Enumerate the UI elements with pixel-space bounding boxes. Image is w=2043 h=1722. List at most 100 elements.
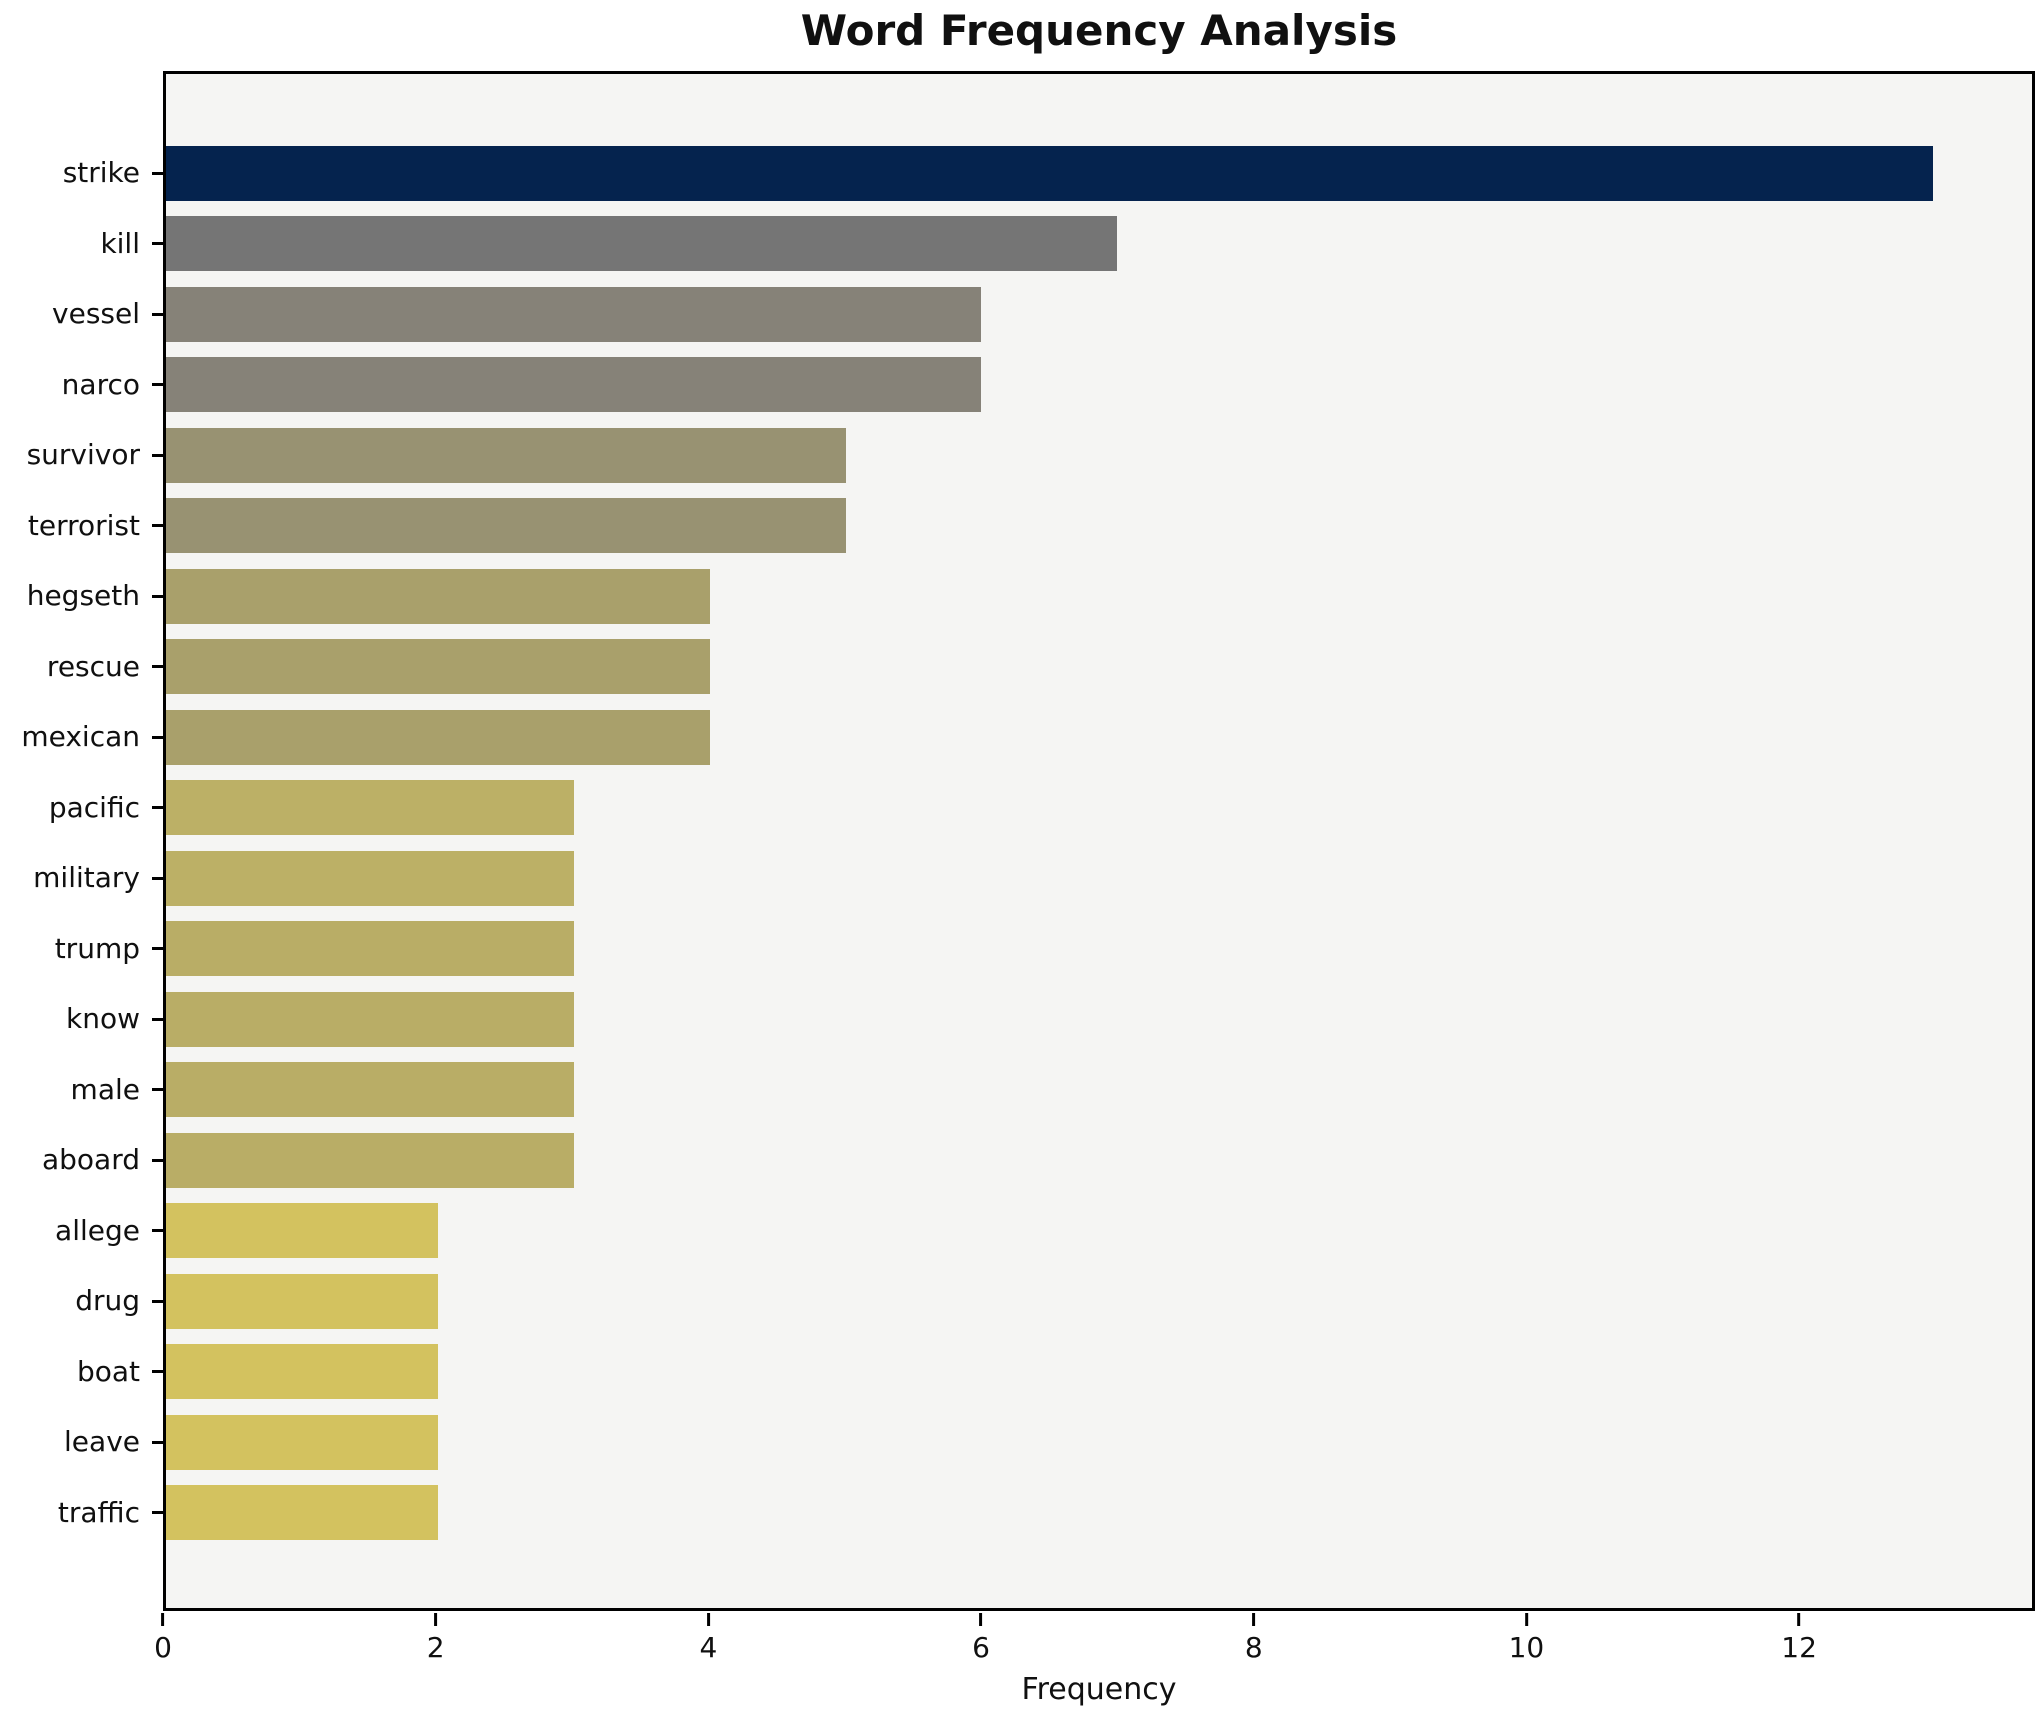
bar-kill <box>166 216 1118 272</box>
y-tick-mark <box>152 383 163 387</box>
bar-row: pacific <box>49 773 2032 844</box>
bar-survivor <box>166 427 846 483</box>
y-tick-label: allege <box>55 1213 140 1247</box>
x-axis-label: Frequency <box>1021 1672 1177 1707</box>
x-tick-label: 12 <box>1781 1631 1817 1664</box>
bar-pacific <box>166 780 574 836</box>
bar-row: leave <box>64 1407 2032 1478</box>
x-tick-label: 4 <box>699 1631 718 1664</box>
y-tick-mark <box>152 947 163 951</box>
bar-strike <box>166 145 1933 201</box>
x-tick-mark <box>1252 1613 1256 1626</box>
y-tick-mark <box>152 1299 163 1303</box>
y-tick-mark <box>152 1440 163 1444</box>
y-tick-mark <box>152 665 163 669</box>
y-tick-mark <box>152 1229 163 1233</box>
y-tick-mark <box>152 453 163 457</box>
bar-narco <box>166 357 982 413</box>
bar-male <box>166 1062 574 1118</box>
bar-row: mexican <box>21 702 2032 773</box>
x-tick-label: 2 <box>426 1631 445 1664</box>
x-tick-mark <box>1797 1613 1801 1626</box>
x-tick-mark <box>161 1613 165 1626</box>
bar-row: aboard <box>42 1125 2032 1196</box>
y-tick-mark <box>152 876 163 880</box>
bar-row: rescue <box>47 632 2032 703</box>
y-tick-mark <box>152 171 163 175</box>
bar-traffic <box>166 1485 438 1541</box>
x-tick: 2 <box>427 1613 445 1662</box>
x-tick-mark <box>706 1613 710 1626</box>
y-tick-label: trump <box>54 931 140 965</box>
bar-row: boat <box>77 1337 2032 1408</box>
y-tick-mark <box>152 1158 163 1162</box>
y-tick-mark <box>152 1511 163 1515</box>
x-tick: 10 <box>1508 1613 1545 1664</box>
bar-row: allege <box>55 1196 2032 1267</box>
y-tick-label: strike <box>62 156 140 190</box>
y-tick-label: hegseth <box>26 579 140 613</box>
plot-area: strike kill vessel narco survivor terrorist he… <box>21 71 2035 1611</box>
bar-aboard <box>166 1132 574 1188</box>
bar-row: drug <box>75 1266 2032 1337</box>
bar-row: know <box>66 984 2032 1055</box>
bar-vessel <box>166 286 982 342</box>
x-tick: 12 <box>1781 1613 1817 1662</box>
y-tick-label: aboard <box>41 1143 140 1177</box>
bar-rescue <box>166 639 710 695</box>
bar-row: vessel <box>52 279 2032 350</box>
y-tick-mark <box>152 735 163 739</box>
y-tick-mark <box>152 1088 163 1092</box>
x-tick-mark <box>434 1613 438 1626</box>
x-tick-label: 8 <box>1244 1631 1263 1664</box>
bar-allege <box>166 1203 438 1259</box>
bar-know <box>166 991 574 1047</box>
y-tick-label: drug <box>75 1284 140 1318</box>
bar-row: strike <box>63 138 2032 209</box>
bar-row: male <box>71 1055 2032 1126</box>
bar-drug <box>166 1273 438 1329</box>
bars-area: strike kill vessel narco survivor terrorist he… <box>21 74 2032 1608</box>
y-tick-mark <box>152 312 163 316</box>
y-tick-mark <box>152 1370 163 1374</box>
bar-boat <box>166 1344 438 1400</box>
bar-row: narco <box>62 350 2032 421</box>
bar-row: survivor <box>27 420 2032 491</box>
x-tick-mark <box>1524 1613 1528 1626</box>
bar-military <box>166 850 574 906</box>
x-tick-label: 0 <box>154 1631 172 1664</box>
y-tick-label: kill <box>100 226 140 260</box>
y-tick-label: boat <box>76 1354 140 1388</box>
x-tick-label: 6 <box>972 1631 990 1664</box>
y-tick-label: traffic <box>57 1495 140 1529</box>
bar-row: hegseth <box>27 561 2032 632</box>
chart-title: Word Frequency Analysis <box>800 6 1398 55</box>
y-tick-mark <box>152 806 163 810</box>
y-tick-label: narco <box>61 367 140 401</box>
y-tick-label: male <box>70 1072 140 1106</box>
y-tick-mark <box>152 1017 163 1021</box>
y-tick-mark <box>152 524 163 528</box>
bar-row: military <box>33 843 2032 914</box>
y-tick-mark <box>152 242 163 246</box>
y-tick-mark <box>152 594 163 598</box>
bar-terrorist <box>166 498 846 554</box>
y-tick-label: terrorist <box>27 508 140 542</box>
bar-leave <box>166 1414 438 1470</box>
bar-trump <box>166 921 574 977</box>
x-tick: 0 <box>154 1613 172 1662</box>
bar-hegseth <box>166 568 710 624</box>
bar-mexican <box>166 709 710 765</box>
y-tick-label: mexican <box>21 720 140 754</box>
bar-row: terrorist <box>28 491 2032 562</box>
y-tick-label: rescue <box>46 649 140 683</box>
bar-row: traffic <box>58 1478 2032 1549</box>
y-tick-label: leave <box>64 1425 140 1459</box>
x-tick: 8 <box>1245 1613 1263 1662</box>
y-tick-label: know <box>66 1002 140 1036</box>
bar-row: trump <box>55 914 2032 985</box>
x-tick: 6 <box>972 1613 990 1662</box>
y-tick-label: vessel <box>52 297 140 331</box>
x-tick-label: 10 <box>1508 1631 1545 1664</box>
